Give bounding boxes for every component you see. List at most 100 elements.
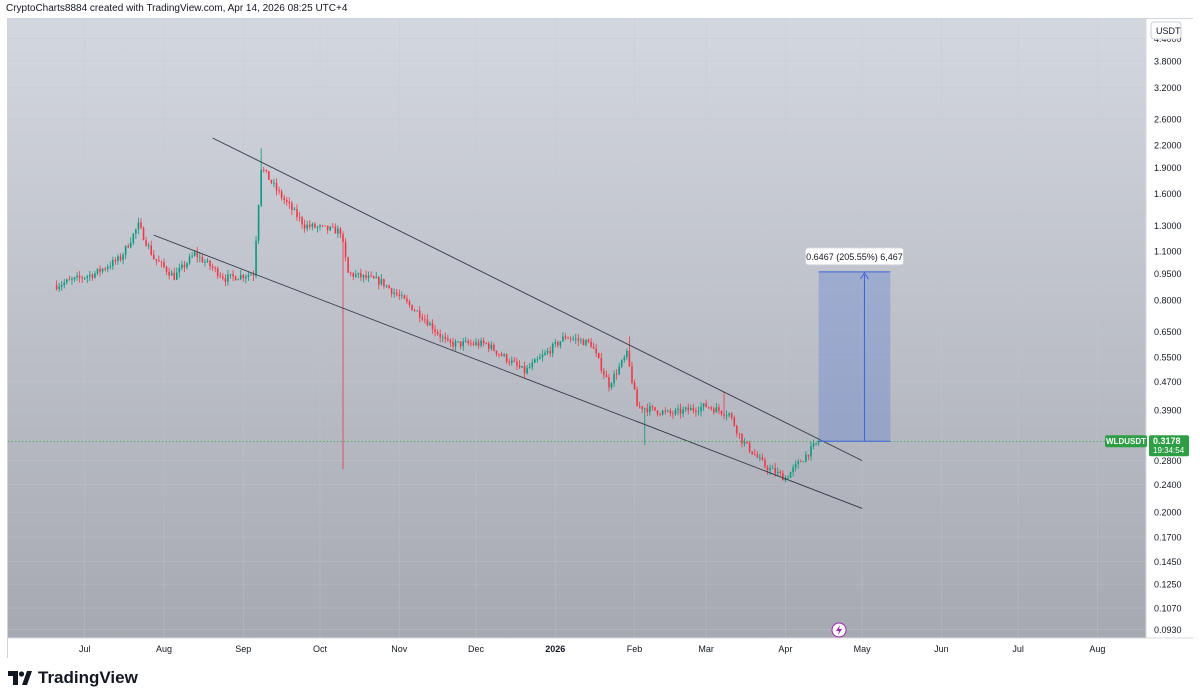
price-axis-panel: [1146, 19, 1193, 638]
candle-body: [342, 234, 344, 242]
candle-body: [91, 274, 94, 278]
candle-body: [528, 367, 531, 368]
tradingview-logo[interactable]: TradingView: [8, 668, 138, 688]
candle-body: [700, 406, 702, 412]
candle-body: [759, 457, 761, 459]
candle-body: [175, 272, 178, 280]
candle-body: [730, 413, 733, 418]
candle-body: [659, 414, 661, 415]
candle-body: [314, 223, 316, 228]
candle-body: [270, 179, 273, 183]
candle-body: [418, 310, 421, 318]
time-tick-label: Nov: [391, 644, 408, 654]
candle-body: [424, 319, 426, 321]
candle-body: [618, 366, 620, 375]
candle-body: [715, 407, 718, 413]
candle-body: [603, 370, 605, 375]
candle-body: [114, 259, 117, 262]
candle-body: [78, 275, 81, 278]
candle-body: [326, 225, 329, 231]
candle-body: [459, 341, 462, 347]
candle-body: [544, 352, 546, 355]
candle-body: [572, 338, 574, 340]
candle-body: [490, 344, 493, 349]
candle-body: [247, 274, 250, 277]
candle-body: [331, 226, 334, 228]
candle-body: [684, 407, 687, 410]
candle-body: [413, 310, 416, 312]
candle-body: [626, 350, 628, 358]
time-tick-label: 2026: [545, 644, 565, 654]
candle-body: [334, 226, 337, 234]
candle-body: [615, 373, 618, 375]
candle-body: [380, 278, 383, 285]
candle-body: [521, 366, 523, 368]
candle-body: [541, 354, 544, 358]
candle-body: [513, 360, 516, 362]
candle-body: [495, 350, 498, 354]
candle-body: [260, 169, 262, 206]
candle-body: [337, 228, 339, 234]
candle-body: [549, 350, 551, 354]
price-tick-label: 3.8000: [1154, 57, 1182, 67]
candle-body: [746, 441, 748, 443]
candle-body: [393, 292, 395, 294]
price-tick-label: 1.9000: [1154, 163, 1182, 173]
candle-body: [183, 264, 186, 268]
candle-body: [324, 225, 326, 227]
target-label-box: [804, 247, 904, 266]
time-tick-label: Aug: [1089, 644, 1105, 654]
candle-body: [577, 338, 580, 341]
candle-body: [756, 454, 759, 458]
candle-body: [152, 254, 155, 260]
candle-body: [534, 359, 536, 363]
candle-body: [546, 350, 549, 353]
candle-body: [810, 446, 812, 457]
candle-body: [677, 408, 679, 411]
candle-body: [562, 336, 564, 342]
candle-body: [150, 245, 153, 255]
candle-body: [96, 268, 99, 274]
candle-body: [201, 256, 204, 263]
candle-body: [355, 274, 357, 277]
candle-body: [554, 341, 557, 344]
candle-body: [209, 260, 211, 267]
candle-body: [142, 227, 145, 241]
candle-body: [472, 343, 475, 345]
candle-body: [736, 425, 738, 434]
price-tick-label: 1.3000: [1154, 221, 1182, 231]
candle-body: [268, 171, 270, 180]
candle-body: [710, 407, 713, 409]
candle-body: [188, 256, 191, 264]
candle-body: [723, 414, 725, 416]
candle-body: [214, 267, 216, 269]
candle-body: [232, 274, 234, 277]
price-tick-label: 0.2400: [1154, 480, 1182, 490]
candle-body: [83, 277, 86, 279]
candle-body: [702, 403, 705, 407]
candle-body: [439, 334, 441, 338]
candle-body: [687, 407, 690, 411]
price-tick-label: 0.8000: [1154, 295, 1182, 305]
candle-body: [805, 454, 807, 462]
candle-body: [255, 240, 257, 276]
candle-body: [567, 337, 569, 339]
price-tick-label: 2.2000: [1154, 140, 1182, 150]
candle-body: [229, 274, 232, 275]
candle-body: [633, 382, 636, 390]
time-axis[interactable]: Jul Aug Sep Oct Nov Dec 2026 Feb Mar Apr May Jun Jul…: [8, 637, 1193, 658]
candle-body: [204, 262, 206, 263]
candle-body: [569, 338, 572, 340]
candle-body: [674, 410, 677, 415]
candle-body: [587, 339, 590, 342]
candle-body: [743, 441, 746, 444]
price-axis[interactable]: 4.40003.80003.20002.60002.20001.90001.60…: [1105, 19, 1193, 638]
candle-body: [147, 245, 150, 247]
candle-body: [815, 443, 817, 444]
candle-body: [475, 342, 477, 345]
candle-body: [794, 463, 797, 468]
candle-body: [452, 342, 454, 347]
candle-body: [705, 403, 707, 408]
candle-body: [165, 266, 168, 272]
